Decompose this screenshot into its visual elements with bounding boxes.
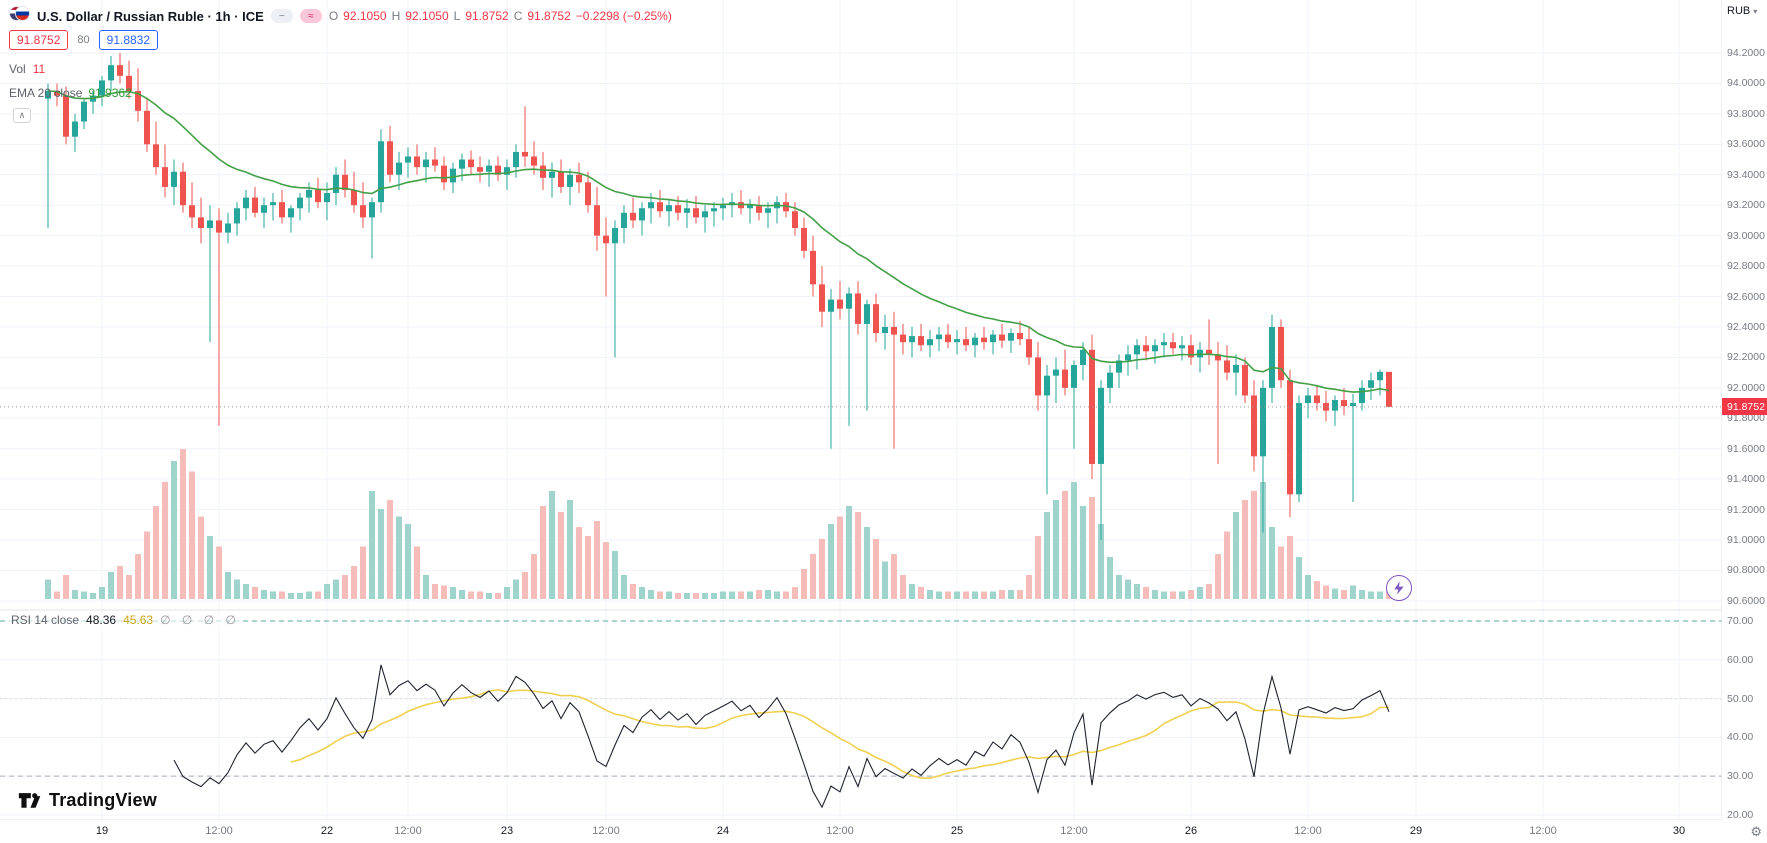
price-tick-label: 90.6000	[1727, 594, 1765, 607]
open-label: O	[328, 9, 339, 23]
rsi-tick-label: 30.00	[1727, 770, 1754, 783]
price-tick-label: 92.6000	[1727, 290, 1765, 303]
time-tick-label: 12:00	[1294, 825, 1322, 837]
time-tick-label: 12:00	[826, 825, 854, 837]
high-label: H	[391, 9, 401, 23]
ema-layer	[47, 90, 1390, 393]
change-value: −0.2298 (−0.25%)	[575, 9, 672, 23]
time-tick-label: 24	[716, 825, 730, 837]
high-value: 92.1050	[405, 9, 449, 23]
price-tick-label: 90.8000	[1727, 564, 1765, 577]
rsi-levels-layer	[0, 620, 1722, 777]
time-axis[interactable]: ⚙ 19 12:00 22 12:00 23 12:00 24 12:00 25 12:00 26 1…	[0, 820, 1767, 843]
time-tick-label: 12:00	[592, 825, 620, 837]
delayed-data-badge[interactable]: ≈	[299, 9, 322, 23]
time-tick-label: 29	[1409, 825, 1423, 837]
sell-price-button[interactable]: 91.8752	[9, 30, 69, 50]
price-tick-label: 93.6000	[1727, 138, 1765, 151]
time-tick-label: 12:00	[1529, 825, 1557, 837]
time-tick-label: 25	[950, 825, 964, 837]
open-value: 92.1050	[343, 9, 387, 23]
buy-price-button[interactable]: 91.8832	[98, 30, 159, 50]
last-price-tag: 91.8752	[1722, 398, 1767, 416]
tradingview-logo[interactable]: TradingView	[18, 789, 157, 811]
rsi-legend[interactable]: RSI 14 close 48.36 45.63 ∅ ∅ ∅ ∅	[8, 613, 243, 627]
collapse-legend-button[interactable]: ∧	[13, 108, 31, 123]
symbol-legend-row: U.S. Dollar / Russian Ruble · 1h · ICE −…	[9, 6, 672, 26]
lightning-icon	[1394, 581, 1404, 595]
rsi-tick-label: 40.00	[1727, 731, 1754, 744]
rsi-ma-value: 45.63	[123, 613, 154, 627]
price-tick-label: 94.0000	[1727, 77, 1765, 90]
rsi-value: 48.36	[86, 613, 117, 627]
volume-legend[interactable]: Vol 11	[9, 62, 45, 76]
rsi-tick-label: 50.00	[1727, 692, 1754, 705]
ohlc-values: O 92.1050 H 92.1050 L 91.8752 C 91.8752 …	[329, 9, 672, 23]
rsi-tick-label: 60.00	[1727, 653, 1754, 666]
currency-selector[interactable]: RUB ▾	[1727, 5, 1757, 17]
price-tick-label: 93.8000	[1727, 107, 1765, 120]
bid-ask-row: 91.8752 80 91.8832	[9, 30, 159, 50]
ema-legend[interactable]: EMA 20 close 91.9362	[9, 86, 132, 100]
ema-value: 91.9362	[88, 86, 132, 100]
spread-value: 80	[77, 34, 90, 46]
low-label: L	[453, 9, 461, 23]
gear-icon[interactable]: ⚙	[1750, 824, 1762, 839]
price-tick-label: 93.2000	[1727, 199, 1765, 212]
rsi-tick-label: 70.00	[1727, 615, 1754, 627]
volume-value: 11	[32, 62, 46, 76]
market-status-badge[interactable]: −	[270, 9, 293, 23]
tradingview-logo-text: TradingView	[49, 789, 157, 810]
time-tick-label: 22	[320, 825, 334, 837]
price-tick-label: 92.4000	[1727, 320, 1765, 333]
grid-layer	[0, 0, 1722, 820]
price-tick-label: 92.0000	[1727, 381, 1765, 394]
rsi-layer	[173, 664, 1390, 809]
price-tick-label: 91.2000	[1727, 503, 1765, 516]
candles-layer	[45, 53, 1392, 541]
price-tick-label: 91.0000	[1727, 534, 1765, 547]
rsi-name: RSI 14 close	[11, 613, 80, 627]
symbol-title[interactable]: U.S. Dollar / Russian Ruble · 1h · ICE	[37, 8, 264, 24]
price-tick-label: 92.8000	[1727, 260, 1765, 273]
time-tick-label: 12:00	[1060, 825, 1088, 837]
rsi-tick-label: 20.00	[1727, 808, 1754, 821]
quick-trade-button[interactable]	[1386, 575, 1412, 601]
low-value: 91.8752	[465, 9, 509, 23]
price-tick-label: 94.2000	[1727, 47, 1765, 59]
close-label: C	[513, 9, 523, 23]
ema-name: EMA 20 close	[9, 86, 83, 100]
price-tick-label: 93.0000	[1727, 229, 1765, 242]
close-value: 91.8752	[527, 9, 571, 23]
price-tick-label: 91.4000	[1727, 473, 1765, 486]
ru-flag-icon	[15, 6, 30, 21]
price-axis[interactable]: RUB ▾ 91.8752 94.2000 94.0000 93.8000 93.60…	[1722, 0, 1767, 821]
time-tick-label: 23	[500, 825, 514, 837]
price-tick-label: 91.6000	[1727, 442, 1765, 455]
currency-label: RUB	[1727, 5, 1751, 17]
time-tick-label: 19	[95, 825, 109, 837]
symbol-flags-icon	[9, 6, 30, 26]
volume-label: Vol	[9, 62, 26, 76]
tradingview-logo-icon	[18, 793, 41, 808]
time-tick-label: 30	[1672, 825, 1686, 837]
volume-layer	[45, 449, 1392, 599]
time-tick-label: 12:00	[394, 825, 422, 837]
chevron-down-icon: ▾	[1753, 6, 1758, 16]
price-tick-label: 93.4000	[1727, 168, 1765, 181]
rsi-extra-values: ∅ ∅ ∅ ∅	[160, 613, 240, 627]
price-tick-label: 92.2000	[1727, 351, 1765, 364]
time-tick-label: 12:00	[205, 825, 233, 837]
time-tick-label: 26	[1184, 825, 1198, 837]
